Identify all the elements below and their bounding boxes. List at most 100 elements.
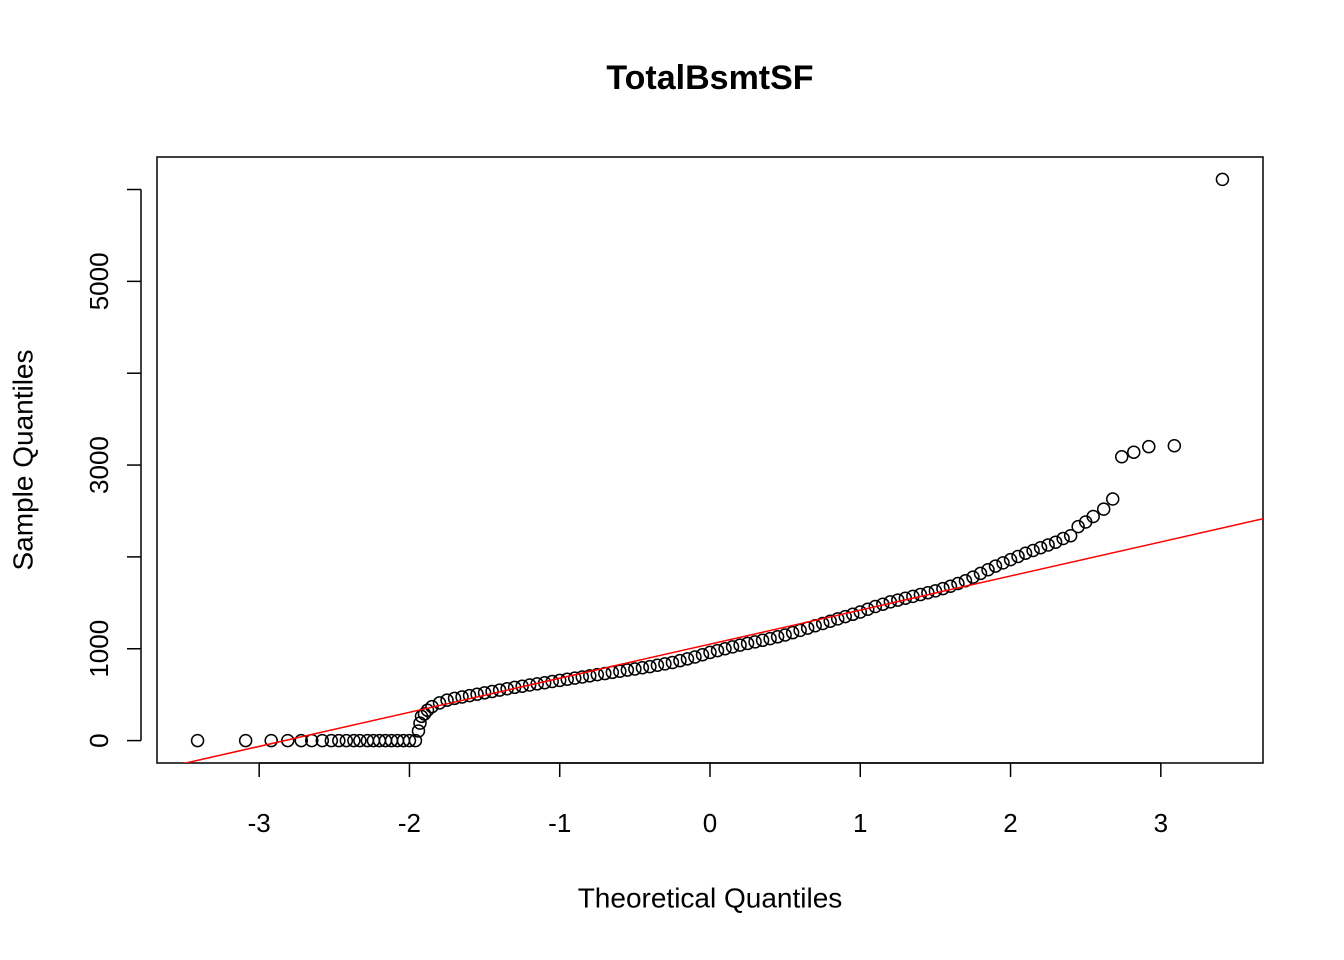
point <box>943 579 958 594</box>
point <box>353 733 367 748</box>
point <box>785 625 800 640</box>
point <box>408 733 423 748</box>
point <box>710 643 725 658</box>
point <box>853 605 868 619</box>
point <box>447 691 462 706</box>
point <box>1142 439 1156 454</box>
point <box>936 581 950 596</box>
point <box>815 616 830 631</box>
x-tick-label: 0 <box>703 808 717 838</box>
point <box>755 633 770 648</box>
x-tick-label: -3 <box>248 808 271 838</box>
point <box>770 630 785 644</box>
point <box>620 663 635 677</box>
point <box>347 733 361 748</box>
point <box>455 690 469 704</box>
point <box>748 635 762 649</box>
point <box>568 671 582 685</box>
point <box>339 733 354 748</box>
point <box>440 693 454 707</box>
point <box>522 678 537 692</box>
point <box>800 621 815 635</box>
point <box>264 733 278 748</box>
point <box>830 612 845 626</box>
point <box>951 576 965 591</box>
x-tick-label: -2 <box>398 808 421 838</box>
point <box>590 667 605 682</box>
point <box>315 733 330 748</box>
point <box>575 670 590 684</box>
point <box>190 733 205 748</box>
point <box>1048 535 1063 549</box>
point <box>793 623 807 638</box>
point <box>823 614 837 628</box>
point <box>868 599 883 614</box>
point <box>973 566 988 581</box>
point <box>530 677 544 691</box>
point <box>763 631 777 646</box>
point <box>332 733 346 748</box>
point <box>1056 531 1070 546</box>
point <box>238 733 253 748</box>
point <box>643 659 657 674</box>
x-tick-label: 1 <box>853 808 867 838</box>
x-tick-label: 2 <box>1003 808 1017 838</box>
point <box>628 662 642 676</box>
point <box>921 585 935 600</box>
point <box>402 733 417 748</box>
point <box>906 589 920 604</box>
point <box>1086 509 1100 524</box>
point <box>1071 519 1085 534</box>
x-tick-label: 3 <box>1154 808 1168 838</box>
point <box>838 609 852 624</box>
point <box>718 641 732 656</box>
point <box>1127 445 1141 459</box>
point <box>294 733 309 748</box>
point <box>703 645 717 660</box>
point <box>740 636 755 651</box>
point <box>470 687 484 701</box>
point <box>658 657 672 671</box>
y-tick-label: 5000 <box>84 252 114 310</box>
y-tick-label: 1000 <box>84 620 114 678</box>
point <box>680 652 695 666</box>
point <box>432 696 447 710</box>
x-tick-label: -1 <box>548 808 571 838</box>
y-tick-label: 3000 <box>84 436 114 494</box>
point <box>425 699 439 714</box>
point <box>913 587 928 602</box>
x-axis-label: Theoretical Quantiles <box>578 882 843 913</box>
point <box>966 570 980 584</box>
y-tick-label: 0 <box>84 733 114 747</box>
point <box>515 679 529 693</box>
point <box>981 563 995 577</box>
point <box>411 724 426 738</box>
point <box>477 686 492 700</box>
point <box>1033 540 1048 555</box>
point <box>665 655 680 670</box>
plot-frame <box>156 156 1264 764</box>
point <box>1096 502 1111 516</box>
point <box>928 584 943 598</box>
point <box>1011 549 1025 564</box>
reference-line <box>182 518 1263 763</box>
point <box>560 672 574 686</box>
point <box>324 733 339 748</box>
point <box>1215 172 1230 187</box>
point <box>1105 492 1120 506</box>
point <box>1026 543 1040 558</box>
point <box>552 673 567 688</box>
point <box>1003 552 1018 567</box>
point <box>1041 538 1055 552</box>
point <box>996 556 1010 570</box>
point <box>1063 529 1078 543</box>
point <box>725 640 740 654</box>
point <box>846 607 860 622</box>
chart-title: TotalBsmtSF <box>606 59 813 97</box>
y-axis-label: Sample Quantiles <box>7 349 38 570</box>
point <box>1167 439 1182 453</box>
point <box>1114 450 1129 464</box>
point <box>583 669 597 683</box>
point <box>688 650 702 664</box>
point <box>1018 546 1033 560</box>
